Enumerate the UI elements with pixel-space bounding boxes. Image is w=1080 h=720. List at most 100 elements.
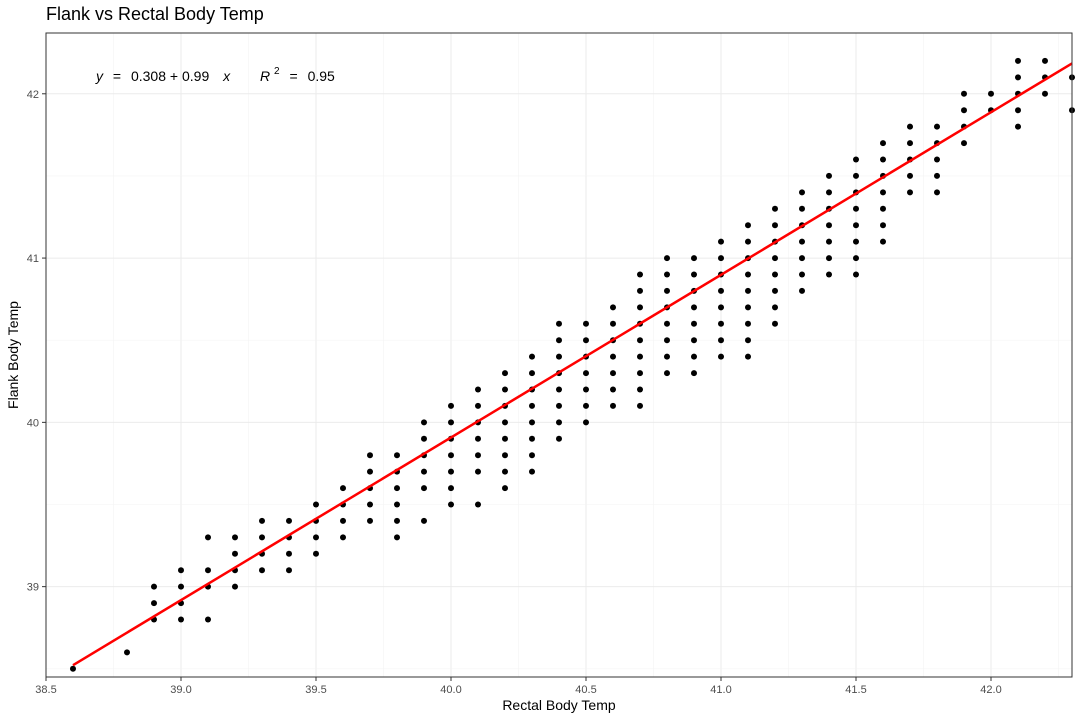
data-point (664, 287, 670, 294)
regression-equation: y = 0.308 + 0.99 x R 2 = 0.95 (95, 61, 335, 84)
y-tick-label: 41 (27, 253, 39, 265)
data-point (448, 419, 454, 426)
data-point (556, 402, 562, 409)
data-point (853, 255, 859, 262)
y-tick-label: 39 (27, 582, 39, 594)
data-point (961, 140, 967, 147)
data-point (691, 353, 697, 360)
data-point (1015, 57, 1021, 64)
data-point (718, 238, 724, 245)
data-point (205, 567, 211, 574)
data-point (826, 172, 832, 179)
data-point (799, 287, 805, 294)
data-point (502, 386, 508, 393)
eq-slope: 0.99 (182, 68, 209, 84)
data-point (313, 501, 319, 508)
data-point (232, 583, 238, 590)
x-tick-label: 40.5 (575, 684, 596, 696)
data-point (718, 353, 724, 360)
data-point (151, 583, 157, 590)
eq-y-var: y (95, 68, 104, 84)
data-point (772, 287, 778, 294)
data-point (799, 189, 805, 196)
eq-plus: + (170, 68, 178, 84)
data-point (988, 90, 994, 97)
data-point (421, 435, 427, 442)
data-point (664, 337, 670, 344)
data-point (502, 468, 508, 475)
data-point (475, 402, 481, 409)
data-point (394, 517, 400, 524)
data-point (610, 386, 616, 393)
y-tick-label: 40 (27, 417, 39, 429)
data-point (637, 304, 643, 311)
data-point (772, 304, 778, 311)
data-point (934, 156, 940, 163)
data-point (745, 304, 751, 311)
data-point (259, 567, 265, 574)
data-point (610, 320, 616, 327)
data-point (772, 222, 778, 229)
data-point (421, 468, 427, 475)
data-point (610, 402, 616, 409)
data-point (745, 320, 751, 327)
eq-equals: = (113, 68, 121, 84)
data-point (718, 320, 724, 327)
data-point (772, 271, 778, 278)
data-point (448, 468, 454, 475)
data-point (205, 616, 211, 623)
y-axis-label: Flank Body Temp (5, 301, 21, 409)
data-point (529, 435, 535, 442)
data-point (556, 419, 562, 426)
x-tick-label: 39.5 (305, 684, 326, 696)
data-point (664, 320, 670, 327)
data-point (475, 435, 481, 442)
eq-x-var: x (222, 68, 231, 84)
data-point (826, 189, 832, 196)
data-point (664, 271, 670, 278)
eq-r2-value: 0.95 (308, 68, 335, 84)
data-point (718, 255, 724, 262)
data-point (610, 353, 616, 360)
data-point (610, 304, 616, 311)
data-point (826, 255, 832, 262)
data-point (421, 419, 427, 426)
data-point (691, 370, 697, 377)
data-point (691, 271, 697, 278)
data-point (232, 550, 238, 557)
data-point (340, 485, 346, 492)
data-point (475, 452, 481, 459)
data-point (907, 123, 913, 130)
data-point (664, 353, 670, 360)
data-point (529, 370, 535, 377)
data-point (880, 156, 886, 163)
data-point (232, 534, 238, 541)
data-point (637, 271, 643, 278)
data-point (637, 386, 643, 393)
data-point (556, 337, 562, 344)
data-point (718, 304, 724, 311)
data-point (529, 419, 535, 426)
data-point (178, 567, 184, 574)
data-point (1015, 123, 1021, 130)
data-point (475, 501, 481, 508)
data-point (583, 402, 589, 409)
data-point (502, 452, 508, 459)
data-point (394, 485, 400, 492)
data-point (313, 534, 319, 541)
data-point (637, 370, 643, 377)
data-point (664, 370, 670, 377)
data-point (1015, 107, 1021, 114)
data-point (745, 238, 751, 245)
data-point (718, 337, 724, 344)
data-point (448, 485, 454, 492)
data-point (664, 255, 670, 262)
data-point (529, 468, 535, 475)
data-point (583, 419, 589, 426)
data-point (313, 550, 319, 557)
data-point (367, 517, 373, 524)
data-point (718, 287, 724, 294)
x-tick-label: 42.0 (980, 684, 1001, 696)
data-point (151, 600, 157, 607)
